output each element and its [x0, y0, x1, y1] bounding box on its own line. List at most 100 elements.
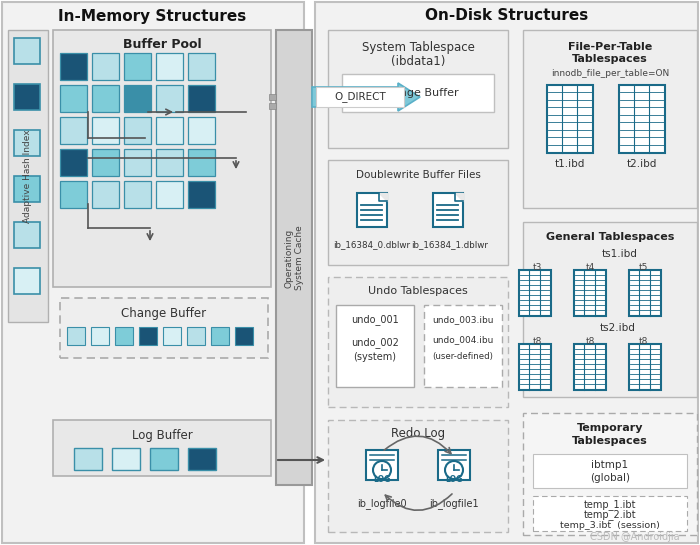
Bar — [92, 53, 119, 80]
Bar — [276, 30, 312, 485]
Bar — [188, 149, 215, 176]
Text: LOG: LOG — [445, 475, 463, 485]
Bar — [328, 420, 508, 532]
Text: Operationing
System Cache: Operationing System Cache — [284, 226, 304, 290]
Text: Adaptive Hash Index: Adaptive Hash Index — [24, 129, 32, 223]
Bar — [316, 87, 404, 107]
Bar — [187, 327, 205, 345]
Bar — [533, 496, 687, 531]
Bar — [523, 222, 697, 397]
Text: System Tablespace: System Tablespace — [362, 41, 475, 55]
Text: ib_16384_1.dblwr: ib_16384_1.dblwr — [412, 240, 489, 250]
Text: ibtmp1: ibtmp1 — [592, 460, 629, 470]
Bar — [342, 74, 494, 112]
Bar — [124, 181, 151, 208]
Text: t3: t3 — [532, 263, 542, 271]
Bar — [188, 53, 215, 80]
Text: General Tablespaces: General Tablespaces — [546, 232, 674, 242]
Text: Undo Tablespaces: Undo Tablespaces — [368, 286, 468, 296]
Bar — [523, 413, 697, 535]
Bar — [14, 84, 40, 110]
Text: temp_2.ibt: temp_2.ibt — [584, 510, 636, 520]
Bar — [269, 103, 276, 109]
Text: Temporary: Temporary — [577, 423, 643, 433]
Bar — [92, 181, 119, 208]
Bar — [92, 117, 119, 144]
Text: t4: t4 — [585, 263, 594, 271]
Bar — [2, 2, 304, 543]
Bar — [629, 344, 661, 390]
Bar — [424, 305, 502, 387]
Text: undo_003.ibu: undo_003.ibu — [433, 316, 494, 324]
Text: t1.ibd: t1.ibd — [555, 159, 585, 169]
Bar — [60, 53, 87, 80]
Text: undo_002: undo_002 — [351, 337, 399, 348]
Text: Buffer Pool: Buffer Pool — [122, 38, 202, 51]
Bar — [211, 327, 229, 345]
Text: (ibdata1): (ibdata1) — [391, 54, 445, 68]
Bar — [328, 277, 508, 407]
Bar — [188, 85, 215, 112]
Bar — [519, 270, 551, 316]
Bar — [67, 327, 85, 345]
Text: Change Buffer: Change Buffer — [121, 306, 206, 319]
Bar — [315, 2, 698, 543]
Bar — [156, 85, 183, 112]
Bar — [14, 176, 40, 202]
Bar — [53, 30, 271, 287]
Bar — [8, 30, 48, 322]
Text: On-Disk Structures: On-Disk Structures — [426, 9, 589, 23]
Bar — [156, 53, 183, 80]
Bar — [357, 193, 387, 227]
Text: (system): (system) — [354, 352, 396, 362]
Text: Change Buffer: Change Buffer — [378, 88, 458, 98]
Bar — [60, 117, 87, 144]
Bar — [14, 268, 40, 294]
Bar — [574, 344, 606, 390]
Bar — [74, 448, 102, 470]
Bar — [92, 149, 119, 176]
Text: t8: t8 — [532, 336, 542, 346]
Bar — [156, 117, 183, 144]
Bar — [366, 450, 398, 480]
Bar — [235, 327, 253, 345]
Bar — [124, 117, 151, 144]
Bar — [112, 448, 140, 470]
Bar — [156, 149, 183, 176]
Polygon shape — [455, 193, 463, 201]
Text: Tablespaces: Tablespaces — [572, 54, 648, 64]
Text: CSDN @Androidjia: CSDN @Androidjia — [590, 532, 680, 542]
Bar — [188, 117, 215, 144]
Bar — [438, 450, 470, 480]
Text: ib_16384_0.dblwr: ib_16384_0.dblwr — [333, 240, 411, 250]
Text: In-Memory Structures: In-Memory Structures — [58, 9, 246, 23]
Bar — [269, 94, 276, 100]
Text: undo_004.ibu: undo_004.ibu — [433, 336, 494, 344]
Text: t2.ibd: t2.ibd — [626, 159, 657, 169]
Bar — [547, 85, 593, 153]
Bar — [60, 181, 87, 208]
Bar — [328, 160, 508, 265]
Bar — [150, 448, 178, 470]
Text: ib_logfile1: ib_logfile1 — [429, 499, 479, 510]
Bar — [629, 270, 661, 316]
Text: Tablespaces: Tablespaces — [572, 436, 648, 446]
Bar — [14, 222, 40, 248]
Text: ts1.ibd: ts1.ibd — [602, 249, 638, 259]
Bar — [91, 327, 109, 345]
FancyArrow shape — [312, 83, 420, 111]
Bar — [519, 344, 551, 390]
Bar — [188, 448, 216, 470]
Bar — [188, 181, 215, 208]
Text: LOG: LOG — [373, 475, 391, 485]
Text: undo_001: undo_001 — [351, 314, 399, 325]
Bar — [163, 327, 181, 345]
Text: Redo Log: Redo Log — [391, 427, 445, 440]
Bar — [53, 420, 271, 476]
Bar — [433, 193, 463, 227]
Text: O_DIRECT: O_DIRECT — [334, 92, 386, 102]
Bar — [60, 149, 87, 176]
Bar — [124, 149, 151, 176]
Text: t8: t8 — [585, 336, 595, 346]
Text: temp_1.ibt: temp_1.ibt — [584, 500, 636, 511]
